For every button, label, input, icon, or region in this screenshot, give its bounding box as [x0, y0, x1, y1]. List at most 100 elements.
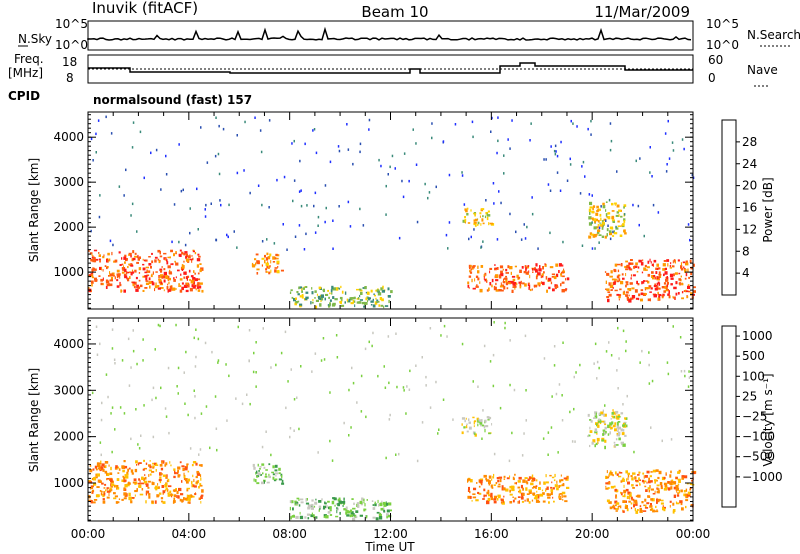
vel-echo-cell: [363, 508, 366, 512]
vel-scatter-cell: [177, 366, 180, 370]
vel-echo-cell: [561, 494, 563, 499]
power-echo-cell: [664, 267, 667, 270]
power-echo-cell: [341, 290, 344, 294]
power-scatter-cell: [204, 215, 207, 218]
vel-echo-cell: [676, 502, 680, 505]
vel-echo-cell: [92, 477, 97, 481]
power-scatter-cell: [130, 214, 132, 217]
vel-echo-cell: [649, 475, 652, 478]
vel-scatter-cell: [130, 366, 132, 369]
power-echo-cell: [159, 268, 163, 272]
power-scatter-cell: [403, 152, 406, 155]
vel-echo-cell: [607, 487, 610, 489]
power-echo-cell: [548, 278, 551, 282]
power-echo-cell: [337, 287, 340, 290]
power-echo-cell: [630, 262, 634, 265]
power-echo-cell: [174, 260, 176, 263]
power-echo-cell: [179, 278, 183, 281]
power-echo-cell: [98, 254, 101, 257]
power-echo-cell: [151, 280, 154, 283]
power-scatter-cell: [579, 192, 582, 195]
power-echo-cell: [148, 277, 151, 281]
vel-echo-cell: [127, 468, 129, 472]
power-echo-cell: [623, 206, 625, 209]
vel-echo-cell: [472, 493, 476, 495]
vel-echo-cell: [622, 495, 626, 498]
vel-scatter-cell: [284, 330, 287, 334]
vel-echo-cell: [633, 498, 635, 502]
vel-echo-cell: [381, 500, 383, 504]
power-scatter-cell: [554, 144, 557, 148]
vel-echo-cell: [141, 488, 144, 491]
power-echo-cell: [167, 256, 170, 259]
vel-scatter-cell: [152, 386, 155, 390]
power-echo-cell: [113, 260, 116, 263]
vel-echo-cell: [128, 492, 131, 497]
vel-echo-cell: [160, 467, 164, 471]
vel-scatter-cell: [187, 413, 189, 417]
vel-echo-cell: [528, 489, 532, 493]
vel-scatter-cell: [639, 361, 641, 364]
power-echo-cell: [137, 286, 141, 289]
power-echo-cell: [516, 274, 519, 278]
power-echo-cell: [310, 301, 312, 305]
vel-echo-cell: [620, 480, 623, 483]
vel-echo-cell: [190, 495, 193, 498]
vel-echo-cell: [683, 475, 688, 479]
power-echo-cell: [688, 276, 691, 279]
power-echo-cell: [614, 202, 617, 205]
vel-echo-cell: [375, 517, 379, 521]
vel-echo-cell: [630, 507, 633, 510]
vel-echo-cell: [186, 494, 189, 498]
power-scatter-cell: [337, 145, 340, 148]
vel-echo-cell: [192, 484, 195, 488]
power-echo-cell: [291, 296, 294, 299]
vel-scatter-cell: [598, 412, 601, 415]
vel-echo-cell: [478, 419, 481, 422]
power-echo-cell: [654, 276, 656, 280]
vel-echo-cell: [648, 480, 651, 484]
power-echo-cell: [509, 266, 513, 270]
vel-echo-cell: [323, 505, 326, 508]
vel-scatter-cell: [184, 402, 186, 405]
power-scatter-cell: [482, 240, 484, 243]
power-scatter-cell: [180, 189, 183, 193]
power-echo-cell: [365, 297, 368, 301]
power-scatter-cell: [555, 150, 557, 153]
vel-echo-cell: [145, 483, 149, 485]
vel-echo-cell: [522, 479, 526, 483]
vel-scatter-cell: [650, 426, 652, 429]
power-echo-cell: [110, 273, 114, 277]
power-echo-cell: [264, 254, 266, 258]
vel-scatter-cell: [142, 359, 144, 362]
vel-echo-cell: [108, 492, 110, 496]
power-echo-cell: [194, 252, 197, 255]
vel-echo-cell: [382, 501, 386, 505]
power-echo-cell: [601, 235, 604, 238]
power-scatter-cell: [217, 152, 220, 156]
vel-scatter-cell: [311, 370, 313, 373]
vel-echo-cell: [497, 494, 501, 497]
vel-echo-cell: [200, 494, 204, 497]
power-echo-cell: [625, 294, 629, 297]
vel-echo-cell: [144, 474, 146, 476]
power-echo-cell: [625, 273, 627, 277]
power-echo-cell: [99, 266, 102, 270]
vel-echo-cell: [363, 501, 365, 504]
vel-echo-cell: [310, 514, 314, 518]
power-echo-cell: [477, 221, 480, 225]
vel-echo-cell: [520, 496, 524, 500]
noise-right-tick-bottom: 10^0: [706, 38, 739, 52]
power-echo-cell: [529, 288, 532, 292]
vel-echo-cell: [359, 500, 363, 505]
vel-echo-cell: [186, 463, 188, 467]
power-echo-cell: [314, 305, 318, 309]
power-echo-cell: [274, 269, 277, 273]
vel-echo-cell: [105, 464, 107, 468]
power-echo-cell: [673, 296, 676, 299]
power-colorbar-tick-label: 4: [742, 266, 750, 280]
velocity-xticks: 00:00 04:00 08:00 12:00 16:00 20:00 00:00: [71, 112, 710, 541]
power-echo-cell: [666, 259, 670, 262]
power-echo-cell: [534, 268, 538, 271]
